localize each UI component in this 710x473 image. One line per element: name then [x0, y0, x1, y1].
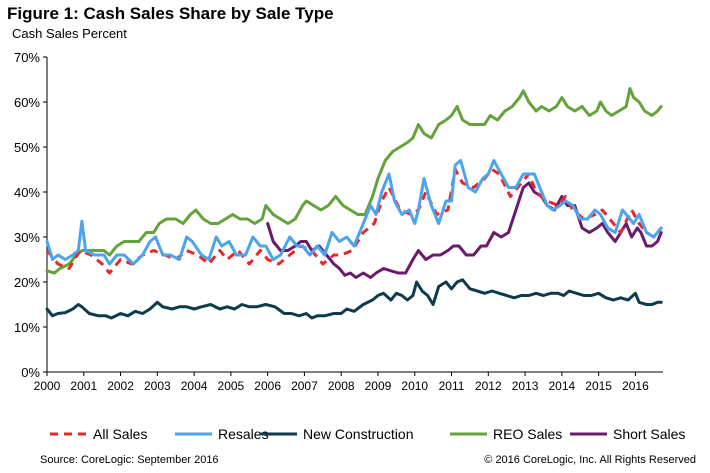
legend-label: All Sales — [93, 426, 147, 442]
axes: 0% 10% 20% 30% 40% 50% 60% 70% 2000 2001 2002 2003 2… — [14, 50, 663, 393]
y-tick-label: 50% — [14, 140, 40, 155]
x-tick-label: 2007 — [291, 379, 318, 393]
y-tick-label: 0% — [21, 365, 40, 380]
y-tick-label: 40% — [14, 185, 40, 200]
copyright-note: © 2016 CoreLogic, Inc. All Rights Reserv… — [484, 454, 696, 466]
x-tick-label: 2002 — [107, 379, 134, 393]
y-tick-label: 10% — [14, 320, 40, 335]
x-tick-label: 2009 — [365, 379, 392, 393]
x-tick-label: 2006 — [254, 379, 281, 393]
x-tick-label: 2008 — [328, 379, 355, 393]
y-tick-label: 20% — [14, 275, 40, 290]
x-tick-label: 2000 — [34, 379, 61, 393]
chart-subtitle: Cash Sales Percent — [12, 26, 127, 41]
chart-title: Figure 1: Cash Sales Share by Sale Type — [7, 4, 334, 23]
x-tick-label: 2011 — [439, 379, 465, 393]
series-line-new-construction — [45, 278, 663, 320]
series-line-short-sales — [266, 181, 663, 279]
x-tick-label: 2004 — [181, 379, 208, 393]
x-tick-label: 2005 — [218, 379, 245, 393]
legend-label: Resales — [218, 426, 269, 442]
series-line-reo-sales — [45, 87, 663, 275]
legend-label: Short Sales — [613, 426, 685, 442]
y-tick-label: 30% — [14, 230, 40, 245]
legend-label: REO Sales — [493, 426, 562, 442]
legend: All Sales Resales New Construction REO Sale… — [50, 426, 685, 442]
legend-label: New Construction — [303, 426, 414, 442]
x-tick-label: 2014 — [549, 379, 576, 393]
x-tick-label: 2003 — [144, 379, 171, 393]
x-tick-label: 2013 — [512, 379, 539, 393]
x-tick-label: 2015 — [585, 379, 612, 393]
source-note: Source: CoreLogic: September 2016 — [40, 454, 219, 466]
x-tick-label: 2010 — [401, 379, 428, 393]
series-lines — [45, 87, 663, 320]
y-tick-label: 70% — [14, 50, 40, 65]
x-tick-label: 2001 — [70, 379, 97, 393]
x-tick-label: 2016 — [622, 379, 649, 393]
x-tick-label: 2012 — [475, 379, 502, 393]
series-line-resales — [45, 159, 663, 266]
y-tick-label: 60% — [14, 95, 40, 110]
